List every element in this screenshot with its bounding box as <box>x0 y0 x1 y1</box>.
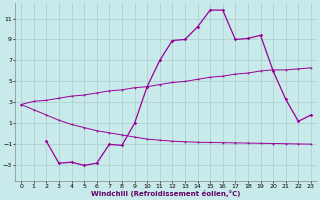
X-axis label: Windchill (Refroidissement éolien,°C): Windchill (Refroidissement éolien,°C) <box>91 190 241 197</box>
